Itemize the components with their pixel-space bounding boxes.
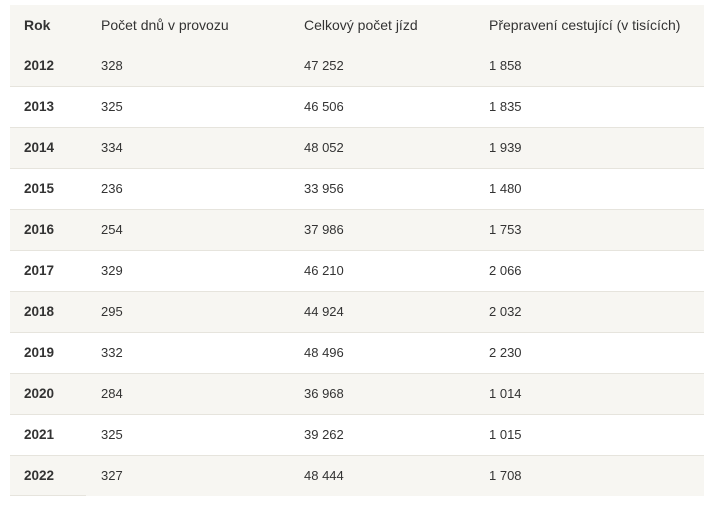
table-row: 2019 332 48 496 2 230	[10, 331, 704, 373]
header-total-rides: Celkový počet jízd	[304, 17, 418, 33]
cell-total-rides: 33 956	[290, 167, 475, 209]
cell-operating-days: 284	[87, 372, 290, 414]
cell-total-rides: 36 968	[290, 372, 475, 414]
cell-passengers: 1 015	[475, 413, 704, 455]
cell-total-rides: 44 924	[290, 290, 475, 332]
cell-passengers: 2 230	[475, 331, 704, 373]
cell-total-rides: 46 506	[290, 85, 475, 127]
cell-passengers: 2 066	[475, 249, 704, 291]
cell-passengers: 1 939	[475, 126, 704, 168]
cell-year: 2021	[10, 413, 87, 455]
cell-passengers: 1 858	[489, 57, 522, 73]
cell-total-rides: 47 252	[304, 57, 344, 73]
cell-year: 2019	[10, 331, 87, 373]
cell-operating-days: 327	[87, 454, 290, 496]
cell-total-rides: 46 210	[290, 249, 475, 291]
cell-passengers: 1 835	[475, 85, 704, 127]
cell-year: 2013	[10, 85, 87, 127]
table-row: 2017 329 46 210 2 066	[10, 249, 704, 291]
table-row: 2012 328 47 252 1 858	[10, 45, 704, 86]
cell-total-rides: 39 262	[290, 413, 475, 455]
header-passengers: Přepravení cestující (v tisících)	[489, 17, 681, 33]
cell-year: 2020	[10, 372, 87, 414]
table-body: 2012 328 47 252 1 858 2013 325 46 506 1 …	[10, 45, 704, 496]
cell-year: 2017	[10, 249, 87, 291]
cell-total-rides: 37 986	[290, 208, 475, 250]
cell-total-rides: 48 496	[290, 331, 475, 373]
cell-passengers: 1 480	[475, 167, 704, 209]
cell-operating-days: 332	[87, 331, 290, 373]
cell-year: 2016	[10, 208, 87, 250]
table-row: 2013 325 46 506 1 835	[10, 85, 704, 127]
table-row: 2021 325 39 262 1 015	[10, 413, 704, 455]
cell-operating-days: 329	[87, 249, 290, 291]
header-year: Rok	[24, 17, 51, 33]
cell-passengers: 2 032	[475, 290, 704, 332]
cell-operating-days: 295	[87, 290, 290, 332]
table-row: 2022 327 48 444 1 708	[10, 454, 704, 496]
cell-year: 2012	[24, 57, 55, 73]
cell-total-rides: 48 052	[290, 126, 475, 168]
data-table: Rok Počet dnů v provozu Celkový počet jí…	[10, 5, 704, 496]
cell-passengers: 1 708	[475, 454, 704, 496]
table-row: 2018 295 44 924 2 032	[10, 290, 704, 332]
cell-year: 2014	[10, 126, 87, 168]
table-row: 2015 236 33 956 1 480	[10, 167, 704, 209]
header-operating-days: Počet dnů v provozu	[101, 17, 229, 33]
cell-operating-days: 236	[87, 167, 290, 209]
table-row: 2020 284 36 968 1 014	[10, 372, 704, 414]
cell-passengers: 1 753	[475, 208, 704, 250]
cell-operating-days: 325	[87, 85, 290, 127]
table-row: 2016 254 37 986 1 753	[10, 208, 704, 250]
cell-total-rides: 48 444	[290, 454, 475, 496]
table-row: 2014 334 48 052 1 939	[10, 126, 704, 168]
cell-operating-days: 334	[87, 126, 290, 168]
header-row: Rok Počet dnů v provozu Celkový počet jí…	[10, 5, 704, 45]
table-header: Rok Počet dnů v provozu Celkový počet jí…	[10, 5, 704, 45]
cell-passengers: 1 014	[475, 372, 704, 414]
cell-operating-days: 325	[87, 413, 290, 455]
cell-year: 2022	[10, 454, 87, 496]
table-bottom-divider	[10, 495, 86, 496]
cell-year: 2018	[10, 290, 87, 332]
cell-operating-days: 254	[87, 208, 290, 250]
cell-operating-days: 328	[101, 57, 123, 73]
cell-year: 2015	[10, 167, 87, 209]
